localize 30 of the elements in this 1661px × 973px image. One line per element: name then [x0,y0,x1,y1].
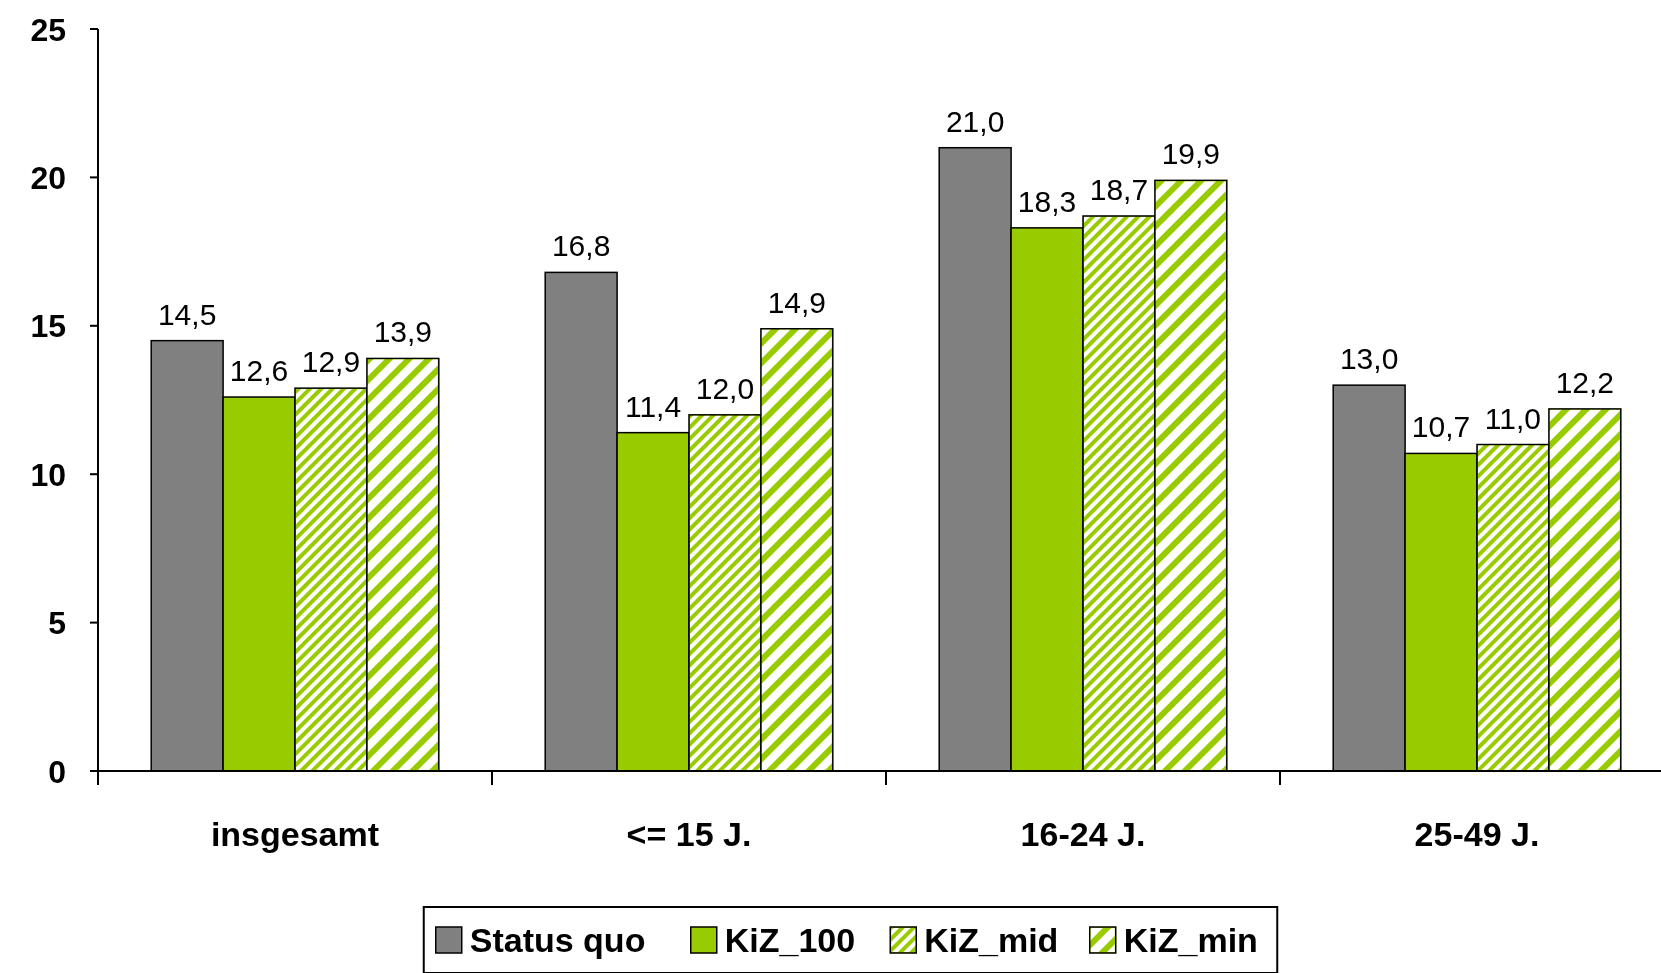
data-label: 19,9 [1161,137,1221,171]
legend-label: KiZ_min [1123,921,1258,960]
y-tick-label: 5 [48,605,66,642]
data-label: 13,0 [1339,342,1399,376]
y-tick-label: 25 [30,11,66,48]
data-label: 11,0 [1484,401,1542,435]
data-label: 11,4 [624,389,682,423]
y-tick-label: 0 [48,753,66,790]
data-label: 18,7 [1089,172,1149,206]
x-tick-label: 25-49 J. [1414,815,1540,853]
legend-label: KiZ_100 [724,921,856,960]
y-tick-label: 10 [30,456,66,493]
legend-label: KiZ_mid [924,921,1059,960]
legend-label: Status quo [469,921,646,960]
y-tick-label: 20 [30,159,66,196]
x-tick-label: <= 15 J. [626,815,752,853]
data-label: 21,0 [945,104,1005,138]
data-label: 18,3 [1017,184,1077,218]
data-label: 13,9 [373,315,433,349]
data-label: 12,0 [695,371,755,405]
data-label: 12,9 [301,345,361,379]
data-label: 14,5 [157,297,217,331]
data-label: 12,6 [229,354,289,388]
y-tick-label: 15 [30,308,66,345]
data-label: 14,9 [767,285,827,319]
data-label: 10,7 [1411,410,1471,444]
x-tick-label: 16-24 J. [1020,815,1146,853]
x-tick-label: insgesamt [210,815,380,853]
data-label: 12,2 [1555,365,1615,399]
data-label: 16,8 [551,229,611,263]
